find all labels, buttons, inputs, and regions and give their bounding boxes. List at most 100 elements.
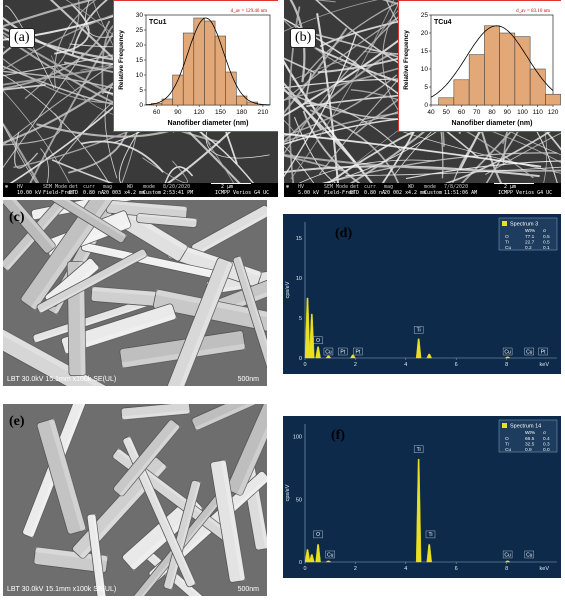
y-tick-label: 0 [139, 102, 143, 109]
nanotube [3, 325, 140, 386]
sem-logo-b: ⊛ [286, 184, 290, 190]
y-tick-label: 0 [299, 356, 302, 362]
nanotube [136, 213, 198, 228]
x-tick-label: 110 [533, 109, 544, 116]
modeb-value: Custom [424, 190, 443, 196]
legend-cell: Ti [505, 240, 509, 246]
peak-label: Pt [538, 347, 548, 355]
histogram-a: 60 90 120 150 180 210 0 5 10 15 20 25 30 Nanofiber di… [113, 0, 278, 132]
y-tick-label: 10 [296, 276, 302, 282]
wd-label: WD [127, 184, 134, 190]
sem-panel-c: (c) LBT 30.0kV 15.1mm x100k SE(UL) 500nm [3, 200, 267, 386]
x-tick-label: 6 [455, 566, 458, 572]
x-tick-label: 40 [427, 109, 435, 116]
fiber-strand [314, 0, 336, 3]
fiber-strand [284, 154, 348, 173]
y-tick-label: 0 [424, 102, 428, 109]
mode-label: SEM Mode [324, 184, 349, 190]
legend-cell: O [505, 436, 509, 442]
det-label: det [350, 184, 360, 190]
fiber-strand [3, 84, 46, 91]
x-tick-label: 4 [404, 566, 407, 572]
x-tick-label: 50 [443, 109, 451, 116]
legend-title: Spectrum 14 [510, 424, 541, 430]
mean-diameter-annotation: d_av = 129.46 nm [231, 9, 268, 14]
nanotube [3, 200, 57, 254]
nanotube [120, 404, 191, 421]
legend-cell: 77.1 [525, 234, 535, 240]
x-tick-label: 180 [236, 109, 247, 116]
x-tick-label: 80 [488, 109, 496, 116]
fiber-strand [284, 0, 429, 102]
mean-diameter-annotation: d_av = 83.10 nm [516, 9, 550, 14]
peak-label: Cu [323, 347, 334, 355]
panel-letter-b: (b) [290, 28, 317, 48]
fiber-strand [284, 0, 379, 32]
spectrum-peak [426, 353, 433, 359]
sem-panel-e: (e) LBT 30.0kV 15.1mm x100k SE(UL) 500nm [3, 404, 267, 596]
fiber-strand [292, 59, 358, 81]
histogram-bar [204, 20, 216, 106]
peak-label: Pt [338, 347, 348, 355]
sem-logo-a: ⊛ [5, 184, 9, 190]
fiber-strand [301, 0, 405, 80]
svg-text:Ti: Ti [429, 532, 433, 538]
fiber-strand [302, 110, 361, 183]
panel-letter-c: (c) [9, 210, 25, 225]
x-tick-label: 60 [153, 109, 161, 116]
legend-header: Wt% [525, 430, 536, 436]
x-tick-label: 4 [404, 362, 407, 368]
histogram-bar [438, 97, 455, 106]
spectrum-peak [415, 338, 422, 359]
fiber-strand [3, 112, 62, 146]
y-axis-label: cps/eV [285, 281, 291, 298]
legend-header: Wt% [525, 228, 536, 234]
y-axis-label: cps/eV [285, 484, 291, 501]
fiber-strand [164, 166, 194, 183]
y-tick-label: 0 [299, 560, 302, 566]
time-value: 11:51:06 AM [444, 190, 478, 196]
spectrum-legend: Spectrum 3Wt% σ O 77.1 0.5 Ti 22.7 0.5 Cu 0.2 0.1 [498, 217, 558, 251]
nanotube [111, 205, 189, 262]
nanotube [60, 303, 177, 355]
fiber-strand [80, 140, 164, 173]
panel-letter-d: (d) [335, 226, 353, 241]
fiber-strand [284, 19, 355, 70]
svg-text:Ti: Ti [417, 328, 421, 334]
fiber-strand [284, 0, 418, 155]
y-tick-label: 50 [296, 497, 302, 503]
panel-letter-f: (f) [331, 428, 345, 443]
svg-text:Pt: Pt [541, 349, 546, 355]
sem-info-bar-a: ⊛ HV 10.00 kV SEM Mode Field-Free det ET… [3, 183, 278, 197]
x-tick-label: 2 [354, 566, 357, 572]
fiber-strand [345, 166, 561, 176]
fiber-strand [290, 0, 395, 180]
curr-label: curr [364, 184, 377, 190]
eds-panel-f: 0 2 4 6 8 0 50 100 keV cps/eV O Cu Ti Ti Cu Cu Spectrum … [283, 416, 561, 578]
y-tick-label: 25 [136, 27, 144, 34]
x-tick-label: 2 [354, 362, 357, 368]
spectrum-peak [426, 544, 432, 563]
device-label: ICMPP Verios G4 UC [215, 190, 270, 196]
fiber-strand [289, 0, 306, 83]
fiber-strand [3, 40, 21, 56]
x-tick-label: 8 [505, 362, 508, 368]
legend-cell: 0.5 [543, 234, 550, 240]
date-value: 8/20/2020 [163, 184, 191, 190]
spectrum-peak [309, 313, 315, 359]
x-axis-label: Nanofiber diameter (nm) [452, 120, 533, 127]
peak-label: Pt [353, 347, 363, 355]
nanotube [210, 459, 246, 583]
svg-text:Ti: Ti [417, 447, 421, 453]
spectrum-peak [304, 549, 311, 563]
mag-label: mag [103, 184, 113, 190]
spectrum-peak [309, 554, 315, 563]
date-value: 7/8/2020 [444, 184, 469, 190]
peak-label: Cu [524, 550, 534, 558]
peak-label: Cu [325, 550, 335, 558]
wd-value: 4.2 mm [408, 190, 427, 196]
peak-label: O [313, 336, 323, 344]
fiber-strand [284, 74, 398, 137]
fiber-strand [71, 0, 109, 56]
